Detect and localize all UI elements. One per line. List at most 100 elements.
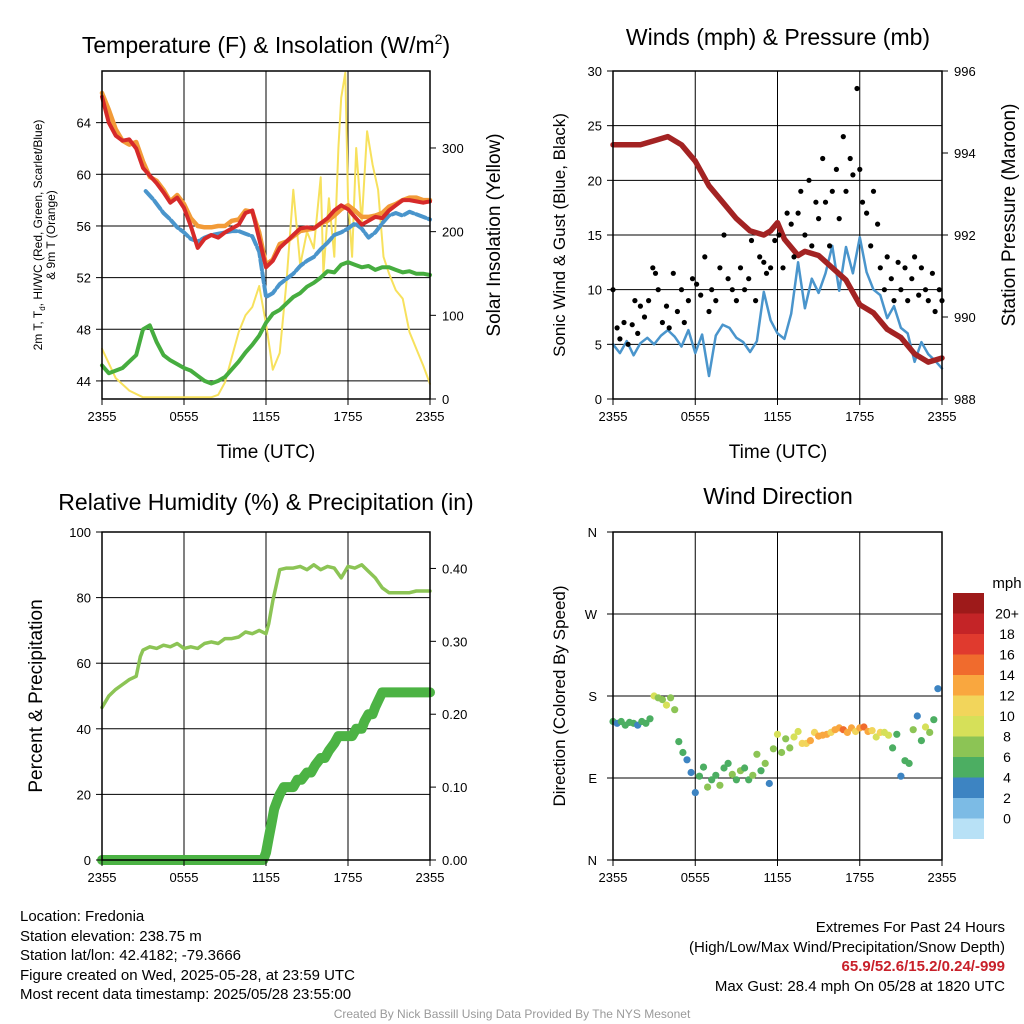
direction-point	[782, 735, 790, 743]
direction-point	[704, 783, 712, 791]
direction-point	[806, 737, 815, 745]
y-left-tick-label: 10	[588, 283, 602, 298]
legend-label: 4	[1003, 770, 1011, 786]
gust-point	[625, 341, 631, 347]
wind-direction-ylabel: Direction (Colored By Speed)	[550, 585, 569, 806]
gust-point	[780, 265, 786, 271]
station-location: Location: Fredonia	[20, 908, 145, 925]
y-left-tick-label: 20	[77, 787, 91, 802]
y-left-tick-label: 48	[77, 322, 91, 337]
direction-point	[662, 701, 671, 709]
legend-swatch	[953, 777, 984, 798]
gust-point	[922, 287, 929, 293]
y-left-tick-label: 15	[588, 228, 602, 243]
winds-panel: Winds (mph) & Pressure (mb) 0 5 10 15 20 25 30…	[550, 24, 1020, 463]
gust-points	[610, 85, 945, 347]
temperature-x-ticks: 2355 0555 1155 1755 2355	[88, 399, 444, 424]
direction-point	[720, 764, 728, 772]
gust-point	[868, 243, 874, 249]
gust-point	[617, 336, 623, 342]
x-tick-label: 2355	[599, 870, 628, 885]
temperature-panel: Temperature (F) & Insolation (W/m2) 44 48…	[31, 31, 505, 463]
direction-point	[930, 716, 938, 724]
gust-point	[884, 254, 890, 260]
gust-point	[936, 287, 942, 293]
direction-point	[646, 715, 654, 723]
direction-point	[934, 685, 942, 693]
wind-direction-points	[609, 685, 942, 797]
temperature-ylabel-left-2: & 9m T (Orange)	[44, 190, 58, 280]
gust-point	[694, 281, 700, 287]
gust-point	[829, 188, 835, 194]
direction-point	[679, 748, 687, 757]
gust-point	[698, 292, 704, 298]
y-right-tick-label: 0.40	[442, 561, 467, 576]
legend-label: 0	[1003, 811, 1011, 827]
gust-point	[621, 319, 627, 326]
gust-point	[898, 287, 904, 293]
y-left-tick-label: 25	[588, 119, 602, 134]
gust-point	[798, 188, 804, 194]
insolation-right-ticks: 0 100 200 300	[430, 141, 464, 407]
legend-label: 12	[999, 688, 1015, 704]
wind-direction-left-ticks: N E S W N	[585, 525, 613, 868]
direction-point	[872, 733, 880, 741]
direction-point	[728, 770, 736, 779]
recent-timestamp: Most recent data timestamp: 2025/05/28 2…	[20, 986, 352, 1004]
direction-point	[913, 712, 921, 720]
direction-point	[658, 696, 667, 704]
winds-x-ticks: 2355 0555 1155 1755 2355	[599, 399, 956, 424]
legend-label: 18	[999, 626, 1015, 642]
direction-point	[921, 723, 930, 731]
legend-swatch	[953, 736, 984, 757]
y-right-tick-label: 992	[954, 228, 976, 243]
legend-swatch	[953, 613, 984, 634]
y-left-tick-label: 56	[77, 219, 91, 234]
gust-point	[641, 314, 648, 320]
x-tick-label: 2355	[88, 870, 117, 885]
y-right-tick-label: 0.20	[442, 707, 467, 722]
y-left-tick-label: 80	[77, 591, 91, 606]
temperature-xlabel: Time (UTC)	[217, 442, 316, 463]
gust-point	[650, 265, 656, 271]
gust-point	[733, 298, 740, 304]
station-pressure-line	[610, 133, 945, 365]
gust-point	[820, 155, 826, 162]
direction-point	[716, 781, 724, 789]
y-left-tick-label: 20	[588, 173, 602, 188]
direction-point	[889, 744, 897, 752]
x-tick-label: 1755	[845, 409, 874, 424]
gust-point	[895, 259, 901, 265]
temperature-frame	[101, 70, 431, 400]
speed-legend: 20+ 18 16 14 12 10 8 6 4 2 0	[953, 593, 1019, 839]
gust-point	[850, 172, 856, 178]
legend-label: 16	[999, 647, 1015, 663]
winds-xlabel: Time (UTC)	[729, 442, 828, 463]
gust-point	[827, 243, 833, 249]
humidity-x-ticks: 2355 0555 1155 1755 2355	[88, 860, 444, 885]
wind-left-ticks: 0 5 10 15 20 25 30	[588, 64, 613, 407]
winds-title: Winds (mph) & Pressure (mb)	[626, 24, 930, 50]
direction-point	[868, 727, 876, 735]
legend-swatch	[953, 675, 984, 696]
gust-point	[806, 177, 812, 183]
gust-point	[689, 276, 696, 282]
gust-point	[757, 254, 763, 260]
x-tick-label: 1755	[334, 409, 363, 424]
humidity-ylabel-left: Percent & Precipitation	[26, 599, 47, 792]
gust-point	[753, 298, 759, 304]
gust-point	[776, 232, 782, 238]
legend-swatch	[953, 654, 984, 675]
gust-point	[870, 188, 877, 194]
gust-point	[813, 199, 819, 205]
humidity-panel: Relative Humidity (%) & Precipitation (i…	[26, 489, 474, 885]
gust-point	[816, 216, 822, 222]
direction-point	[761, 759, 769, 768]
x-tick-label: 1155	[252, 409, 280, 424]
heat-index-line	[100, 260, 432, 386]
gust-point	[670, 270, 676, 276]
station-latlon: Station lat/lon: 42.4182; -79.3666	[20, 947, 242, 965]
gust-point	[646, 298, 652, 304]
